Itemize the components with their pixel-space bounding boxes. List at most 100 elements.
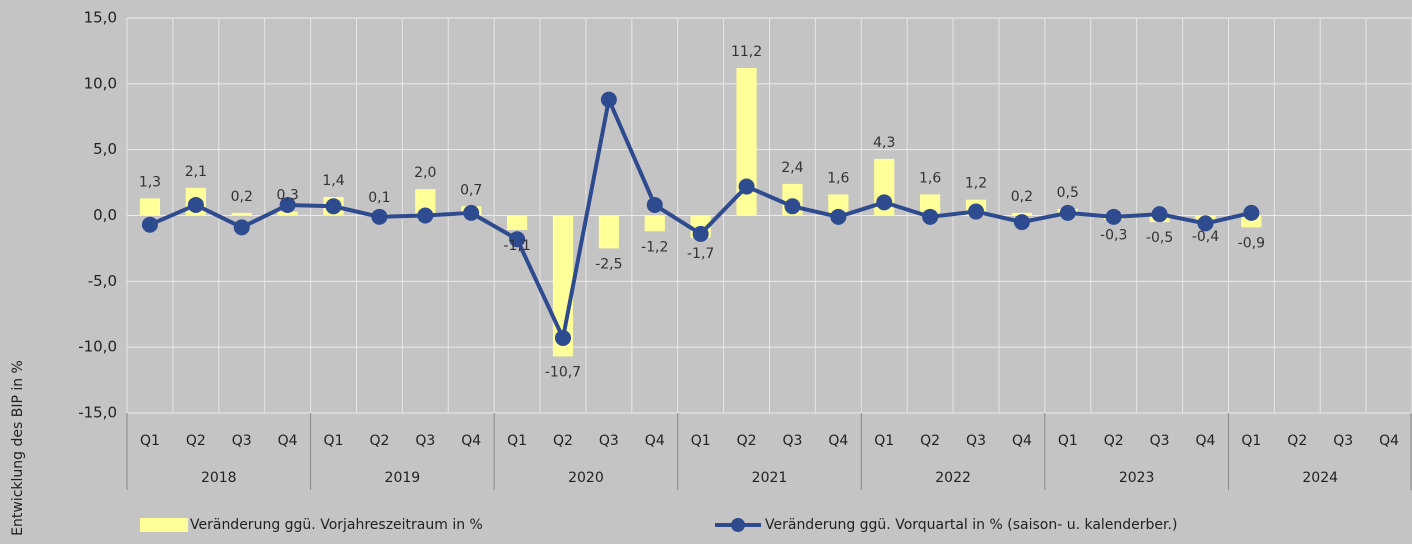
x-tick-label: Q3: [1333, 433, 1353, 449]
x-tick-label: Q3: [599, 433, 619, 449]
x-tick-label: Q4: [461, 433, 481, 449]
data-label: 2,1: [185, 164, 207, 180]
x-tick-label: Q2: [1287, 433, 1307, 449]
line-marker: [1197, 215, 1214, 232]
y-tick-label: -5,0: [88, 272, 117, 290]
x-tick-label: Q4: [645, 433, 665, 449]
line-marker: [784, 198, 801, 215]
x-group-label: 2020: [568, 470, 604, 486]
line-marker: [646, 196, 663, 213]
y-tick-label: -15,0: [78, 404, 117, 422]
x-tick-label: Q1: [324, 433, 344, 449]
bar: [598, 215, 619, 249]
x-tick-label: Q2: [737, 433, 757, 449]
line-marker: [325, 198, 342, 215]
line-marker: [1059, 204, 1076, 221]
bar: [231, 212, 252, 216]
x-tick-label: Q2: [553, 433, 573, 449]
data-label: 2,4: [781, 160, 803, 176]
data-label: 1,3: [139, 174, 161, 190]
x-tick-label: Q1: [691, 433, 711, 449]
data-label: -2,5: [595, 256, 622, 272]
line-marker: [554, 329, 571, 346]
line-marker: [187, 196, 204, 213]
line-marker: [509, 231, 526, 248]
data-label: 0,7: [460, 182, 482, 198]
line-marker: [371, 208, 388, 225]
legend-swatch: [731, 518, 745, 532]
data-label: 1,6: [827, 170, 849, 186]
x-group-label: 2022: [935, 470, 971, 486]
x-tick-label: Q2: [369, 433, 389, 449]
x-tick-label: Q1: [1241, 433, 1261, 449]
data-label: -0,3: [1100, 227, 1127, 243]
bar: [506, 215, 528, 230]
x-tick-label: Q3: [1150, 433, 1170, 449]
line-marker: [279, 196, 296, 213]
bar: [644, 215, 665, 232]
line-marker: [1243, 204, 1260, 221]
legend-label: Veränderung ggü. Vorquartal in % (saison…: [765, 517, 1177, 533]
line-marker: [463, 204, 480, 221]
x-tick-label: Q4: [828, 433, 848, 449]
x-tick-label: Q2: [1104, 433, 1124, 449]
x-tick-label: Q4: [1012, 433, 1032, 449]
x-group-label: 2018: [201, 470, 237, 486]
line-marker: [417, 207, 434, 224]
x-tick-label: Q1: [1058, 433, 1078, 449]
data-label: -0,4: [1192, 229, 1219, 245]
line-marker: [141, 216, 158, 233]
x-tick-label: Q1: [140, 433, 160, 449]
data-label: 1,2: [965, 176, 987, 192]
legend-swatch: [140, 518, 188, 532]
data-label: 0,2: [1011, 189, 1033, 205]
data-label: -1,7: [687, 246, 714, 262]
bar: [277, 211, 298, 216]
line-marker: [830, 208, 847, 225]
y-tick-label: 0,0: [93, 206, 117, 224]
x-tick-label: Q3: [232, 433, 252, 449]
data-label: 0,2: [231, 189, 253, 205]
x-group-label: 2021: [752, 470, 788, 486]
data-label: 0,5: [1057, 185, 1079, 201]
y-tick-label: 15,0: [84, 9, 117, 27]
line-marker: [1013, 214, 1030, 231]
bar: [920, 194, 941, 216]
data-label: 0,3: [276, 188, 298, 204]
line-marker: [692, 225, 709, 242]
x-tick-label: Q4: [1379, 433, 1399, 449]
bar: [828, 194, 849, 216]
data-label: -0,5: [1146, 230, 1173, 246]
x-tick-label: Q2: [920, 433, 940, 449]
data-label: -0,9: [1238, 235, 1265, 251]
data-label: 11,2: [731, 44, 762, 60]
line-marker: [1105, 208, 1122, 225]
line-marker: [968, 203, 985, 220]
x-tick-label: Q1: [507, 433, 527, 449]
y-axis-label: Entwicklung des BIP in %: [10, 360, 26, 536]
legend-label: Veränderung ggü. Vorjahreszeitraum in %: [190, 517, 483, 533]
data-label: 1,4: [322, 173, 344, 189]
x-tick-label: Q2: [186, 433, 206, 449]
bar: [736, 68, 757, 216]
bar: [1241, 215, 1262, 228]
line-marker: [876, 194, 893, 211]
data-label: -1,1: [503, 238, 530, 254]
line-marker: [922, 208, 939, 225]
data-label: 1,6: [919, 170, 941, 186]
x-group-label: 2019: [385, 470, 421, 486]
data-label: 0,1: [368, 190, 390, 206]
y-tick-label: -10,0: [78, 338, 117, 356]
x-tick-label: Q1: [874, 433, 894, 449]
data-label: -10,7: [545, 364, 581, 380]
y-tick-label: 5,0: [93, 140, 117, 158]
y-tick-label: 10,0: [84, 74, 117, 92]
bar: [415, 189, 436, 216]
x-tick-label: Q3: [966, 433, 986, 449]
x-tick-label: Q4: [278, 433, 298, 449]
line-marker: [1151, 206, 1168, 223]
x-group-label: 2024: [1302, 470, 1338, 486]
data-label: 4,3: [873, 135, 895, 151]
